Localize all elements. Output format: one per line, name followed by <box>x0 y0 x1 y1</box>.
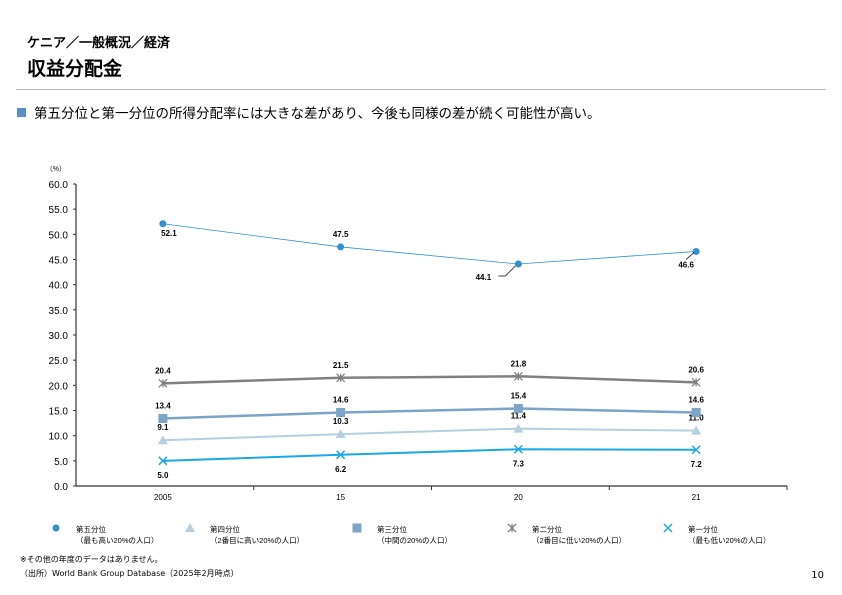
data-label: 5.0 <box>157 471 169 480</box>
data-label: 20.4 <box>155 366 171 375</box>
y-tick-label: 30.0 <box>49 331 69 342</box>
data-label: 10.3 <box>333 417 349 426</box>
divider <box>16 89 826 90</box>
legend-sublabel: （2番目に低い20%の人口） <box>532 535 626 545</box>
y-tick-label: 25.0 <box>49 356 69 367</box>
data-point-triangle <box>513 423 524 433</box>
data-point-asterisk <box>158 378 168 388</box>
leader-line <box>498 265 516 277</box>
data-label: 46.6 <box>678 260 694 269</box>
data-label: 11.0 <box>689 414 705 423</box>
y-tick-label: 20.0 <box>49 381 69 392</box>
y-tick-label: 0.0 <box>54 482 68 493</box>
data-point-circle <box>692 247 700 255</box>
page-title: 収益分配金 <box>27 58 123 80</box>
summary-text: 第五分位と第一分位の所得分配率には大きな差があり、今後も同様の差が続く可能性が高… <box>34 106 601 122</box>
data-label: 15.4 <box>511 391 527 400</box>
legend-label: 第四分位 <box>210 524 240 534</box>
x-tick-label: 2005 <box>154 493 172 502</box>
legend-label: 第一分位 <box>688 524 718 534</box>
x-tick-label: 21 <box>692 493 701 502</box>
data-point-square <box>691 408 701 418</box>
data-point-asterisk <box>513 371 523 381</box>
legend-marker-asterisk <box>507 523 517 533</box>
bullet-square-icon <box>17 107 26 117</box>
page-number: 10 <box>811 570 824 581</box>
data-label: 47.5 <box>333 230 349 239</box>
data-label: 52.1 <box>161 229 177 238</box>
data-point-triangle <box>335 429 346 439</box>
y-tick-label: 35.0 <box>49 306 69 317</box>
data-point-square <box>513 403 523 413</box>
series-line <box>162 427 697 442</box>
data-point-circle <box>514 260 522 268</box>
x-tick-label: 15 <box>336 493 345 502</box>
leader-line <box>685 252 695 260</box>
data-point-asterisk <box>336 373 346 383</box>
legend-sublabel: （最も高い20%の人口） <box>76 535 159 545</box>
legend-label: 第三分位 <box>377 524 407 534</box>
legend-label: 第二分位 <box>532 524 562 534</box>
data-point-x <box>336 450 346 460</box>
legend-sublabel: （2番目に高い20%の人口） <box>210 535 304 545</box>
data-point-asterisk <box>691 377 701 387</box>
data-label: 11.4 <box>511 412 527 421</box>
x-tick-label: 20 <box>514 493 523 502</box>
unit-label: （%） <box>46 165 66 173</box>
y-tick-label: 5.0 <box>54 457 68 468</box>
data-point-x <box>513 444 523 454</box>
legend-marker-square <box>352 523 362 533</box>
summary: 第五分位と第一分位の所得分配率には大きな差があり、今後も同様の差が続く可能性が高… <box>17 102 600 122</box>
series-line <box>162 223 697 265</box>
data-point-circle <box>337 243 345 251</box>
data-point-x <box>158 456 168 466</box>
y-tick-label: 60.0 <box>49 180 69 191</box>
data-label: 21.5 <box>333 361 349 370</box>
data-label: 14.6 <box>688 396 704 405</box>
data-point-square <box>158 414 168 424</box>
data-label: 7.3 <box>513 459 525 468</box>
series-line <box>162 407 697 420</box>
data-point-x <box>691 445 701 455</box>
y-tick-label: 55.0 <box>49 205 69 216</box>
y-tick-label: 10.0 <box>49 432 69 443</box>
data-label: 9.1 <box>157 423 169 432</box>
series-line <box>162 448 697 462</box>
footnote: ※その他の年度のデータはありません。 <box>20 555 163 564</box>
source: （出所）World Bank Group Database（2025年2月時点） <box>20 569 239 578</box>
legend-sublabel: （最も低い20%の人口） <box>688 535 771 545</box>
data-point-square <box>336 408 346 418</box>
data-label: 6.2 <box>335 465 347 474</box>
y-tick-label: 45.0 <box>49 256 69 267</box>
data-label: 7.2 <box>691 460 703 469</box>
legend-marker-triangle <box>185 523 195 532</box>
legend-sublabel: （中間の20%の人口） <box>377 535 452 545</box>
y-tick-label: 50.0 <box>49 230 69 241</box>
data-label: 14.6 <box>333 396 349 405</box>
legend-label: 第五分位 <box>76 524 106 534</box>
data-label: 13.4 <box>155 402 171 411</box>
data-label: 44.1 <box>476 273 492 282</box>
data-point-triangle <box>691 425 702 435</box>
y-tick-label: 40.0 <box>49 281 69 292</box>
data-point-triangle <box>157 435 168 445</box>
data-label: 20.6 <box>688 365 704 374</box>
legend-marker-circle <box>52 524 60 532</box>
data-label: 21.8 <box>511 359 527 368</box>
y-tick-label: 15.0 <box>49 407 69 418</box>
series-line <box>162 375 697 385</box>
data-point-circle <box>159 220 167 228</box>
legend-marker-x <box>663 523 673 533</box>
breadcrumb: ケニア／一般概況／経済 <box>27 36 171 51</box>
